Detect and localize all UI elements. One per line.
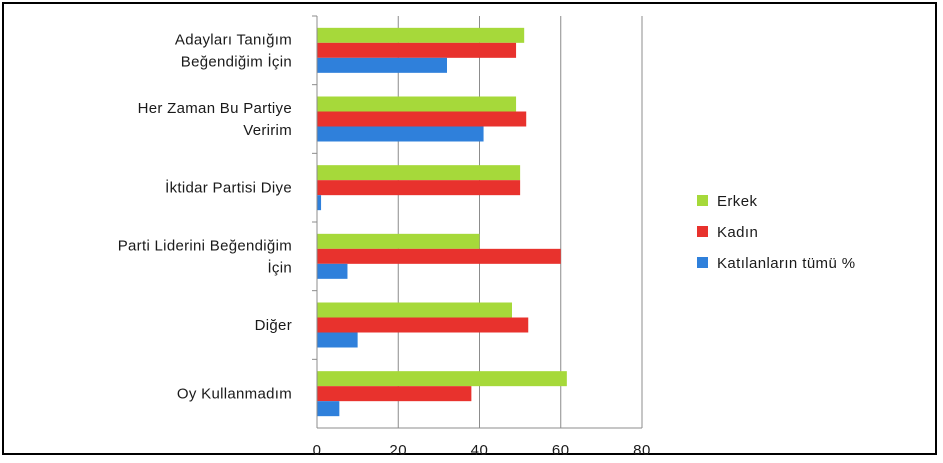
x-tick-label: 60	[552, 442, 570, 459]
legend-swatch	[697, 257, 708, 268]
bar-erkek	[317, 96, 517, 112]
bar-katılanların	[317, 126, 484, 142]
bar-katılanların	[317, 332, 358, 348]
bar-erkek	[317, 27, 525, 43]
category-label: Beğendiğim İçin	[181, 52, 292, 70]
bar-kadın	[317, 317, 529, 333]
bar-katılanların	[317, 401, 340, 417]
legend-label: Katılanların tümü %	[717, 255, 856, 272]
category-label: Oy Kullanmadım	[177, 386, 292, 403]
bar-erkek	[317, 165, 521, 181]
category-labels: Adayları Tanığım Beğendiğim İçin Her Zaman…	[118, 31, 292, 402]
bar-katılanların	[317, 195, 322, 211]
bar-katılanların	[317, 57, 447, 73]
bar-kadın	[317, 180, 521, 196]
legend-label: Erkek	[717, 193, 757, 210]
category-label: Adayları Tanığım	[175, 31, 292, 48]
gridlines	[397, 16, 643, 428]
bar-erkek	[317, 233, 480, 249]
x-tick-label: 40	[471, 442, 489, 459]
x-tick-labels: 0 20 40 60 80	[313, 442, 651, 459]
legend-label: Kadın	[717, 224, 758, 241]
category-label: İktidar Partisi Diye	[165, 179, 292, 197]
bar-kadın	[317, 42, 517, 58]
legend-swatch	[697, 195, 708, 206]
bar-katılanların	[317, 263, 348, 279]
category-label: Diğer	[255, 317, 292, 334]
axes	[312, 15, 642, 429]
bar-kadın	[317, 386, 472, 402]
category-label: Parti Liderini Beğendiğim	[118, 237, 292, 254]
bar-kadın	[317, 248, 561, 264]
x-tick-label: 80	[633, 442, 651, 459]
bar-erkek	[317, 371, 567, 387]
category-label: Her Zaman Bu Partiye	[138, 100, 292, 117]
category-label: İçin	[267, 258, 292, 276]
bars	[317, 27, 567, 417]
legend-swatch	[697, 226, 708, 237]
bar-erkek	[317, 302, 512, 318]
legend: Erkek Kadın Katılanların tümü %	[697, 193, 856, 272]
bar-kadın	[317, 111, 527, 127]
category-label: Veririm	[243, 122, 292, 139]
x-tick-label: 20	[389, 442, 407, 459]
x-tick-label: 0	[313, 442, 322, 459]
